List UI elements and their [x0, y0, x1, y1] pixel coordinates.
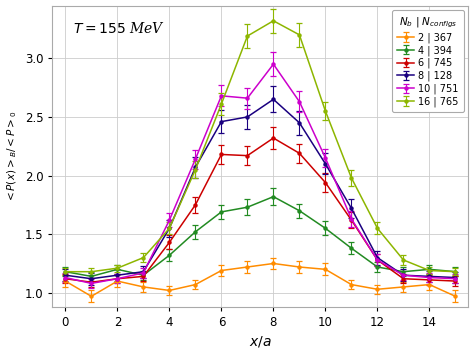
Y-axis label: $< P(x) >_B /< P >_0$: $< P(x) >_B /< P >_0$ — [6, 110, 19, 203]
Text: $T = 155$ MeV: $T = 155$ MeV — [73, 21, 165, 36]
Legend: 2 | 367, 4 | 394, 6 | 745, 8 | 128, 10 | 751, 16 | 765: 2 | 367, 4 | 394, 6 | 745, 8 | 128, 10 |… — [392, 10, 464, 112]
X-axis label: $x/a$: $x/a$ — [249, 334, 272, 349]
